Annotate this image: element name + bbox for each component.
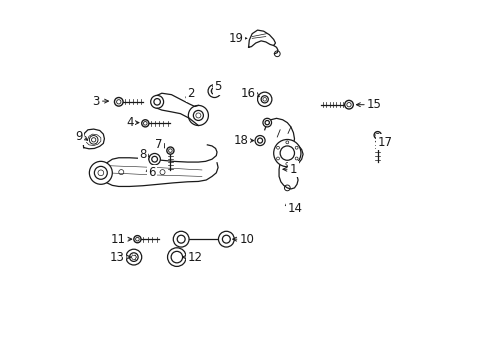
Text: 3: 3 (93, 95, 100, 108)
Circle shape (142, 120, 149, 127)
Text: 10: 10 (240, 233, 254, 246)
Text: 14: 14 (287, 202, 302, 215)
Circle shape (134, 235, 141, 243)
Text: 5: 5 (215, 80, 222, 93)
Circle shape (258, 92, 272, 107)
Text: 18: 18 (234, 134, 248, 147)
Circle shape (208, 85, 221, 98)
Circle shape (219, 231, 234, 247)
Circle shape (173, 231, 189, 247)
Circle shape (89, 135, 98, 144)
Text: 19: 19 (228, 32, 243, 45)
Circle shape (255, 135, 265, 145)
Circle shape (274, 139, 301, 167)
Circle shape (115, 98, 123, 106)
Circle shape (168, 248, 186, 266)
Text: 16: 16 (241, 87, 256, 100)
Circle shape (151, 95, 164, 108)
Circle shape (374, 132, 381, 139)
Text: 15: 15 (367, 98, 382, 111)
Circle shape (89, 161, 112, 184)
Text: 4: 4 (126, 116, 134, 129)
Text: 12: 12 (188, 251, 203, 264)
Text: 1: 1 (290, 163, 297, 176)
Text: 9: 9 (75, 130, 83, 144)
Text: 13: 13 (110, 251, 125, 264)
Circle shape (188, 105, 208, 126)
Circle shape (344, 100, 353, 109)
Text: 7: 7 (155, 138, 163, 150)
Text: 6: 6 (148, 166, 156, 179)
Circle shape (167, 147, 174, 154)
Circle shape (149, 153, 160, 165)
Text: 2: 2 (188, 87, 195, 100)
Circle shape (126, 249, 142, 265)
Circle shape (263, 118, 271, 127)
Text: 11: 11 (111, 233, 126, 246)
Text: 8: 8 (139, 148, 147, 161)
Text: 17: 17 (378, 136, 392, 149)
